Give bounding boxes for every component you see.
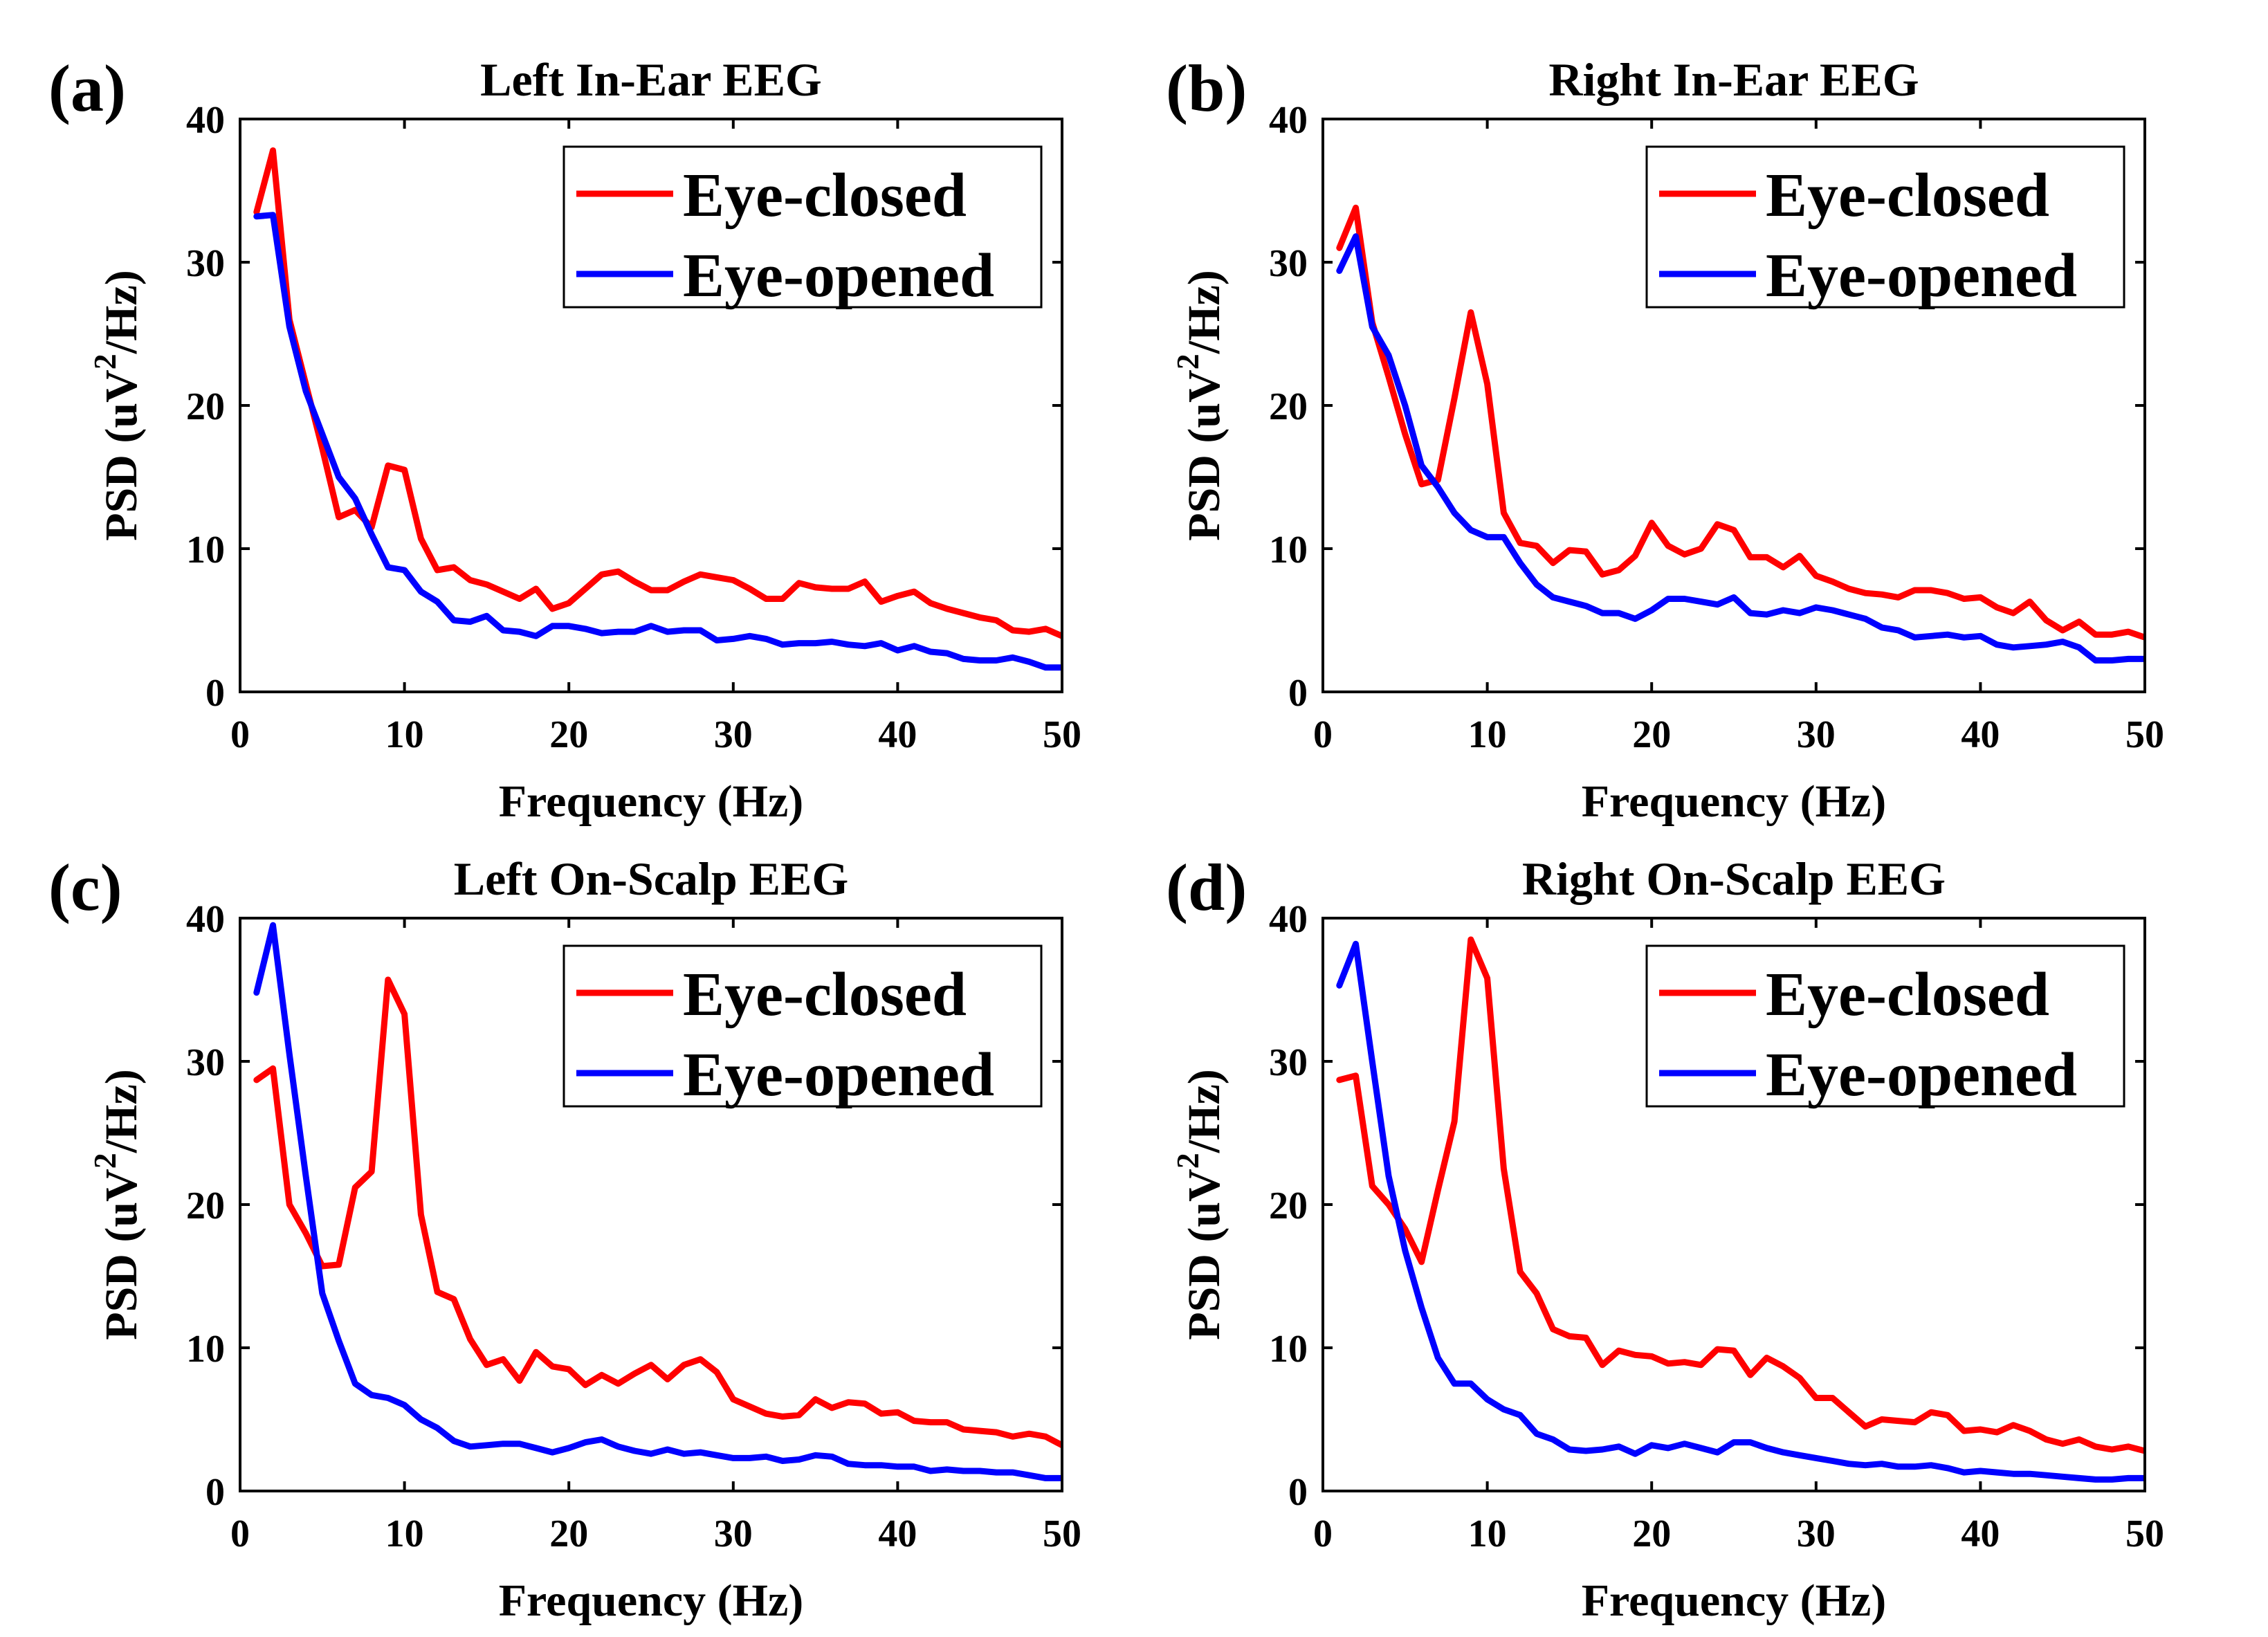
y-tick-label: 10 — [186, 1328, 225, 1371]
x-tick-label: 50 — [1043, 713, 1081, 756]
x-tick-label: 40 — [878, 713, 917, 756]
x-tick-label: 40 — [1961, 713, 2000, 756]
x-tick-label: 10 — [1468, 1512, 1507, 1555]
panel-label: (b) — [1166, 51, 1247, 125]
legend-label-eye-closed: Eye-closed — [683, 960, 967, 1029]
x-tick-label: 20 — [549, 1512, 588, 1555]
legend: Eye-closed Eye-opened — [563, 944, 1043, 1109]
y-tick-label: 10 — [1269, 529, 1308, 571]
legend: Eye-closed Eye-opened — [1645, 145, 2125, 310]
series-line-eye-opened — [253, 212, 1062, 671]
x-tick-label: 20 — [1632, 713, 1671, 756]
y-tick-label: 30 — [1269, 242, 1308, 285]
legend-box — [563, 145, 1043, 309]
legend-label-eye-opened: Eye-opened — [1766, 1041, 2077, 1109]
x-tick-label: 30 — [714, 713, 753, 756]
x-tick-label: 10 — [1468, 713, 1507, 756]
x-tick-label: 0 — [1313, 713, 1333, 756]
x-tick-label: 50 — [2125, 713, 2164, 756]
x-tick-label: 10 — [385, 1512, 424, 1555]
y-tick-label: 40 — [1269, 99, 1308, 142]
legend-label-eye-opened: Eye-opened — [683, 1041, 994, 1109]
series-line-eye-opened — [1336, 940, 2145, 1483]
x-axis-label: Frequency (Hz) — [499, 1575, 804, 1626]
y-tick-label: 10 — [186, 529, 225, 571]
panel-0: (a) Left In-Ear EEG 0 10 20 30 40 50 0 10 20 30 40 Fr… — [48, 51, 1081, 827]
legend-box — [563, 944, 1043, 1108]
x-tick-label: 0 — [230, 713, 250, 756]
x-axis-label: Frequency (Hz) — [499, 776, 804, 827]
x-tick-label: 0 — [230, 1512, 250, 1555]
x-tick-label: 40 — [878, 1512, 917, 1555]
legend-label-eye-closed: Eye-closed — [1766, 960, 2049, 1029]
y-axis-label: PSD (uV2/Hz) — [87, 1069, 147, 1340]
chart-title: Right In-Ear EEG — [1548, 53, 1919, 106]
y-tick-label: 30 — [186, 1041, 225, 1084]
x-axis-label: Frequency (Hz) — [1582, 1575, 1887, 1626]
y-tick-label: 0 — [205, 672, 225, 715]
panel-3: (d) Right On-Scalp EEG 0 10 20 30 40 50 0 10 20 30 4… — [1166, 850, 2164, 1626]
series-line-eye-opened — [1336, 233, 2145, 664]
panel-label: (a) — [48, 51, 126, 125]
legend-label-eye-closed: Eye-closed — [683, 161, 967, 230]
y-tick-label: 10 — [1269, 1328, 1308, 1371]
y-tick-label: 40 — [1269, 898, 1308, 941]
y-tick-label: 40 — [186, 99, 225, 142]
x-tick-label: 20 — [549, 713, 588, 756]
y-axis-label: PSD (uV2/Hz) — [1170, 1069, 1229, 1340]
panel-1: (b) Right In-Ear EEG 0 10 20 30 40 50 0 10 20 30 40 F… — [1166, 51, 2164, 827]
y-tick-label: 20 — [186, 385, 225, 428]
y-axis-label: PSD (uV2/Hz) — [1170, 270, 1229, 541]
series-line-eye-opened — [253, 922, 1062, 1481]
y-axis-label: PSD (uV2/Hz) — [87, 270, 147, 541]
series-line-eye-closed — [253, 976, 1062, 1449]
y-tick-label: 30 — [1269, 1041, 1308, 1084]
legend-label-eye-closed: Eye-closed — [1766, 161, 2049, 230]
series-line-eye-closed — [1336, 204, 2145, 641]
x-axis-label: Frequency (Hz) — [1582, 776, 1887, 827]
legend-label-eye-opened: Eye-opened — [683, 241, 994, 310]
x-tick-label: 30 — [1797, 713, 1836, 756]
series-line-eye-closed — [253, 147, 1062, 639]
x-tick-label: 0 — [1313, 1512, 1333, 1555]
y-tick-label: 20 — [1269, 1185, 1308, 1227]
y-tick-label: 20 — [1269, 385, 1308, 428]
y-tick-label: 30 — [186, 242, 225, 285]
chart-title: Left On-Scalp EEG — [454, 852, 849, 905]
legend: Eye-closed Eye-opened — [563, 145, 1043, 310]
y-tick-label: 0 — [1288, 1471, 1308, 1514]
y-tick-label: 0 — [1288, 672, 1308, 715]
legend-label-eye-opened: Eye-opened — [1766, 241, 2077, 310]
x-tick-label: 50 — [2125, 1512, 2164, 1555]
x-tick-label: 50 — [1043, 1512, 1081, 1555]
series-line-eye-closed — [1336, 936, 2145, 1454]
chart-title: Left In-Ear EEG — [480, 53, 822, 106]
x-tick-label: 40 — [1961, 1512, 2000, 1555]
x-tick-label: 10 — [385, 713, 424, 756]
legend: Eye-closed Eye-opened — [1645, 944, 2125, 1109]
panel-2: (c) Left On-Scalp EEG 0 10 20 30 40 50 0 10 20 30 40… — [48, 850, 1081, 1626]
y-tick-label: 0 — [205, 1471, 225, 1514]
x-tick-label: 30 — [714, 1512, 753, 1555]
x-tick-label: 30 — [1797, 1512, 1836, 1555]
chart-title: Right On-Scalp EEG — [1522, 852, 1946, 905]
y-tick-label: 20 — [186, 1185, 225, 1227]
x-tick-label: 20 — [1632, 1512, 1671, 1555]
legend-box — [1645, 145, 2125, 309]
panel-label: (d) — [1166, 850, 1247, 924]
panel-label: (c) — [48, 850, 122, 924]
legend-box — [1645, 944, 2125, 1108]
y-tick-label: 40 — [186, 898, 225, 941]
